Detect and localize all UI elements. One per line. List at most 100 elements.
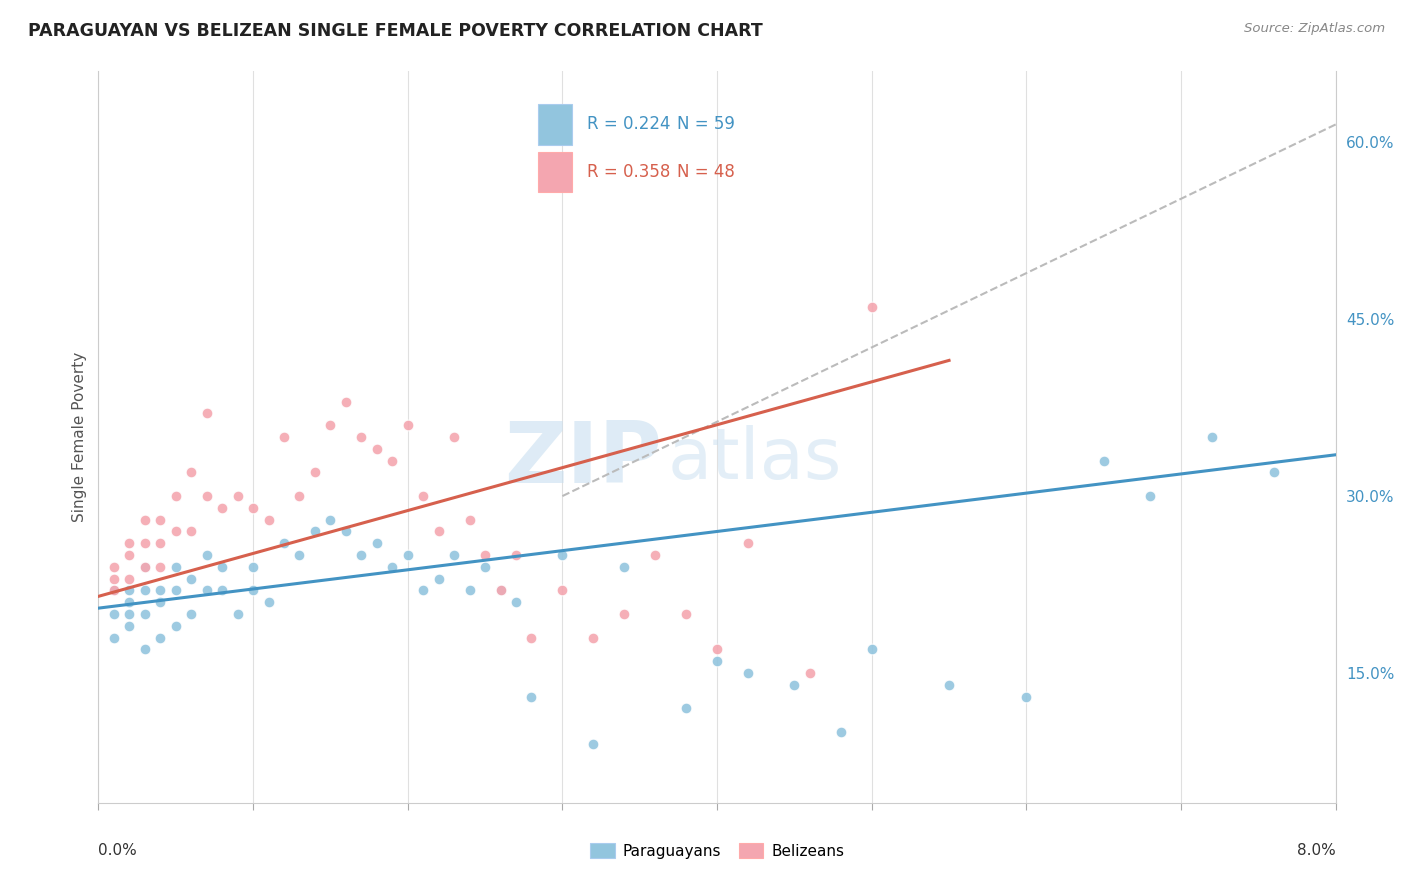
Legend: Paraguayans, Belizeans: Paraguayans, Belizeans (583, 837, 851, 864)
Point (505, 595, 527, 609)
Point (118, 536, 141, 550)
Point (520, 631, 543, 645)
Point (381, 453, 404, 467)
Point (613, 559, 636, 574)
Point (675, 701, 697, 715)
Point (149, 595, 172, 609)
Point (319, 418, 342, 433)
Point (706, 642, 728, 657)
Point (520, 690, 543, 704)
Point (350, 430, 373, 444)
Point (149, 583, 172, 598)
Point (195, 583, 218, 598)
Point (180, 572, 202, 586)
Point (783, 678, 806, 692)
Point (195, 548, 218, 562)
Point (118, 572, 141, 586)
Point (335, 524, 357, 539)
Point (165, 559, 187, 574)
Point (134, 559, 156, 574)
Point (319, 513, 342, 527)
Point (412, 583, 434, 598)
Point (149, 559, 172, 574)
Point (474, 559, 496, 574)
Point (103, 583, 125, 598)
Text: 8.0%: 8.0% (1296, 843, 1336, 858)
Text: N = 48: N = 48 (678, 163, 735, 181)
Point (149, 631, 172, 645)
FancyBboxPatch shape (537, 104, 572, 145)
Point (165, 489, 187, 503)
Point (366, 536, 388, 550)
Point (1139, 489, 1161, 503)
Text: PARAGUAYAN VS BELIZEAN SINGLE FEMALE POVERTY CORRELATION CHART: PARAGUAYAN VS BELIZEAN SINGLE FEMALE POV… (28, 22, 763, 40)
Point (273, 430, 295, 444)
Point (149, 513, 172, 527)
Point (737, 536, 759, 550)
Point (103, 559, 125, 574)
Point (1015, 690, 1038, 704)
Point (412, 489, 434, 503)
Point (211, 583, 233, 598)
Point (180, 524, 202, 539)
Point (195, 407, 218, 421)
Point (195, 489, 218, 503)
Point (288, 548, 311, 562)
Point (103, 631, 125, 645)
Point (134, 559, 156, 574)
Point (443, 430, 465, 444)
Point (396, 418, 419, 433)
Point (427, 524, 450, 539)
Text: atlas: atlas (668, 425, 842, 493)
Point (706, 654, 728, 668)
Text: R = 0.224: R = 0.224 (588, 115, 671, 134)
Point (350, 548, 373, 562)
Point (335, 394, 357, 409)
Point (211, 500, 233, 515)
Point (366, 442, 388, 456)
Text: ZIP: ZIP (503, 417, 661, 500)
Point (799, 666, 821, 681)
Point (737, 666, 759, 681)
Point (103, 607, 125, 621)
Point (118, 595, 141, 609)
Point (242, 559, 264, 574)
Point (304, 524, 326, 539)
Point (134, 642, 156, 657)
Point (1201, 430, 1223, 444)
Point (134, 583, 156, 598)
Point (288, 489, 311, 503)
Point (1263, 466, 1285, 480)
Point (118, 607, 141, 621)
Point (273, 536, 295, 550)
Point (257, 513, 280, 527)
Point (938, 678, 960, 692)
Point (304, 466, 326, 480)
Point (103, 572, 125, 586)
Point (180, 607, 202, 621)
Point (551, 583, 574, 598)
Point (118, 548, 141, 562)
Point (551, 548, 574, 562)
Point (165, 524, 187, 539)
Point (489, 583, 512, 598)
Point (226, 489, 249, 503)
Point (134, 607, 156, 621)
Text: Source: ZipAtlas.com: Source: ZipAtlas.com (1244, 22, 1385, 36)
Point (458, 583, 481, 598)
Point (242, 500, 264, 515)
Point (860, 301, 883, 315)
Point (180, 466, 202, 480)
Point (505, 548, 527, 562)
Point (257, 595, 280, 609)
Point (396, 548, 419, 562)
Point (165, 583, 187, 598)
Point (118, 583, 141, 598)
Point (149, 536, 172, 550)
Point (381, 559, 404, 574)
Point (860, 642, 883, 657)
Point (242, 583, 264, 598)
Point (103, 583, 125, 598)
Point (675, 607, 697, 621)
Text: N = 59: N = 59 (678, 115, 735, 134)
